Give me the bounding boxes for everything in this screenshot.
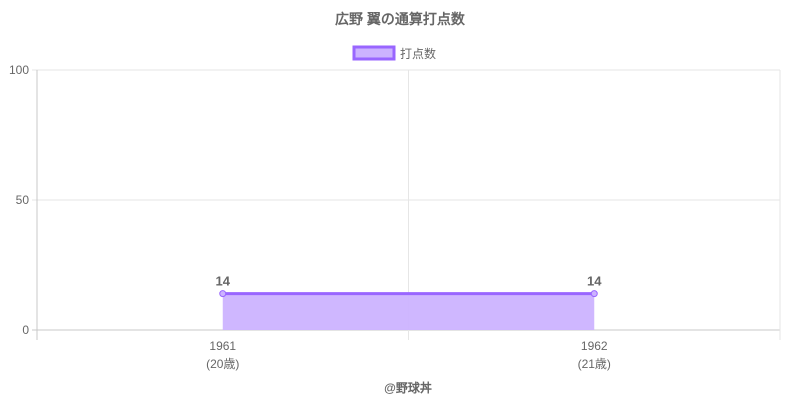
- series-area: [222, 293, 595, 330]
- legend[interactable]: 打点数: [352, 45, 436, 61]
- credit: @野球丼: [384, 380, 432, 395]
- y-tick-label: 50: [16, 193, 30, 207]
- data-point: [219, 290, 227, 298]
- y-tick-label: 100: [9, 63, 29, 77]
- x-tick-label: 1962: [581, 339, 608, 353]
- y-tick-label: 0: [22, 323, 29, 337]
- x-tick-sublabel: (21歳): [578, 357, 611, 371]
- legend-label: 打点数: [400, 46, 436, 61]
- data-label: 14: [587, 274, 602, 289]
- x-tick-sublabel: (20歳): [206, 357, 239, 371]
- legend-swatch: [352, 45, 396, 61]
- data-label: 14: [216, 274, 231, 289]
- data-point: [590, 290, 598, 298]
- x-tick-label: 1961: [209, 339, 236, 353]
- chart-title: 広野 翼の通算打点数: [335, 11, 466, 27]
